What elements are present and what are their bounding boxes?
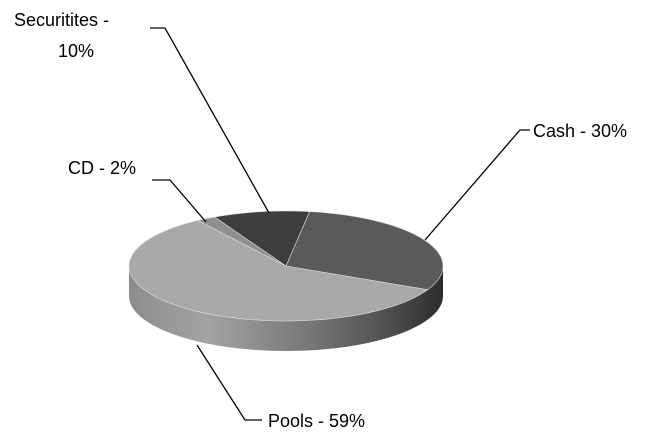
- leader-line-cd: [152, 179, 207, 223]
- slice-label-securitites-line2: 10%: [58, 41, 94, 61]
- slice-label-pools: Pools - 59%: [268, 411, 365, 431]
- leader-line-pools: [196, 344, 262, 421]
- slice-label-cd: CD - 2%: [68, 158, 136, 178]
- pie-slice-securitites: [213, 210, 311, 267]
- slice-label-securitites-line1: Securitites -: [14, 10, 109, 30]
- pie-side-wall-surface: [129, 266, 443, 351]
- slice-label-cash: Cash - 30%: [533, 121, 627, 141]
- leader-line-securitites: [150, 27, 270, 214]
- leader-line-cash: [424, 129, 530, 241]
- pie-slice-pools: [128, 220, 429, 322]
- pie-side-wall: [129, 266, 443, 351]
- pie-slices: [128, 210, 444, 322]
- pie-slice-cash: [285, 211, 444, 291]
